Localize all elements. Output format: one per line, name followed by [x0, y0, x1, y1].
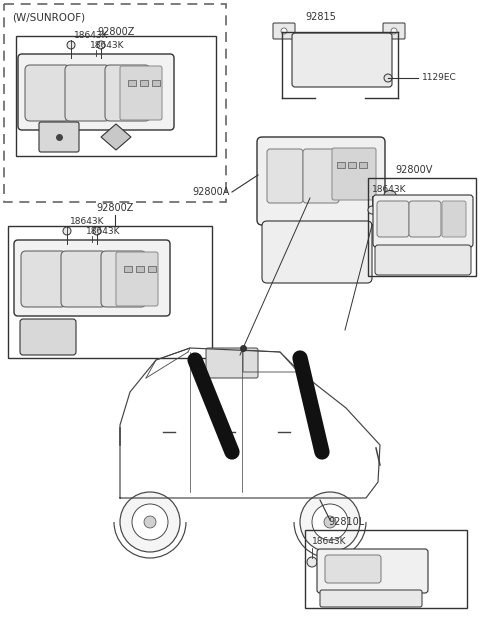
Circle shape: [368, 206, 376, 214]
Circle shape: [120, 492, 180, 552]
Bar: [4, 4, 226, 202]
FancyBboxPatch shape: [101, 251, 146, 307]
FancyBboxPatch shape: [25, 65, 70, 121]
Bar: [368, 178, 476, 276]
FancyBboxPatch shape: [116, 252, 158, 306]
Text: 18643K: 18643K: [90, 41, 124, 51]
FancyBboxPatch shape: [65, 65, 110, 121]
Bar: [8, 226, 212, 358]
FancyBboxPatch shape: [375, 245, 471, 275]
Bar: [128, 80, 136, 86]
FancyBboxPatch shape: [320, 590, 422, 607]
FancyBboxPatch shape: [20, 319, 76, 355]
Text: 92800Z: 92800Z: [96, 203, 134, 213]
FancyBboxPatch shape: [267, 149, 303, 203]
Bar: [124, 266, 132, 272]
Bar: [136, 266, 144, 272]
Circle shape: [324, 516, 336, 528]
FancyBboxPatch shape: [21, 251, 66, 307]
Circle shape: [391, 28, 397, 34]
FancyBboxPatch shape: [39, 122, 79, 152]
Bar: [348, 162, 356, 168]
FancyBboxPatch shape: [383, 23, 405, 39]
Circle shape: [144, 516, 156, 528]
FancyBboxPatch shape: [377, 201, 409, 237]
FancyBboxPatch shape: [120, 66, 162, 120]
Text: 18643K: 18643K: [372, 186, 407, 194]
FancyBboxPatch shape: [303, 149, 339, 203]
Circle shape: [312, 504, 348, 540]
FancyBboxPatch shape: [373, 195, 473, 247]
FancyBboxPatch shape: [206, 348, 258, 378]
Text: (W/SUNROOF): (W/SUNROOF): [12, 12, 85, 22]
Text: 18643K: 18643K: [86, 228, 120, 236]
Circle shape: [97, 41, 105, 49]
FancyBboxPatch shape: [262, 221, 372, 283]
Text: 1129EC: 1129EC: [422, 73, 457, 83]
Bar: [359, 162, 367, 168]
FancyBboxPatch shape: [332, 148, 376, 200]
Bar: [140, 80, 148, 86]
Bar: [337, 162, 345, 168]
Text: 92810L: 92810L: [328, 517, 364, 527]
Circle shape: [300, 492, 360, 552]
Circle shape: [93, 227, 101, 235]
Circle shape: [63, 227, 71, 235]
Circle shape: [281, 28, 287, 34]
Bar: [148, 266, 156, 272]
FancyBboxPatch shape: [61, 251, 106, 307]
Circle shape: [67, 41, 75, 49]
FancyBboxPatch shape: [292, 33, 392, 87]
FancyBboxPatch shape: [317, 549, 428, 593]
FancyBboxPatch shape: [273, 23, 295, 39]
Bar: [152, 80, 160, 86]
Text: 18643K: 18643K: [74, 31, 108, 41]
Bar: [305, 530, 467, 608]
Polygon shape: [101, 124, 131, 150]
Bar: [16, 36, 216, 156]
Circle shape: [384, 74, 392, 82]
FancyBboxPatch shape: [14, 240, 170, 316]
Circle shape: [307, 557, 317, 567]
Text: 92800Z: 92800Z: [97, 27, 135, 37]
Text: 92800V: 92800V: [395, 165, 432, 175]
Ellipse shape: [384, 191, 396, 199]
FancyBboxPatch shape: [18, 54, 174, 130]
FancyBboxPatch shape: [325, 555, 381, 583]
Text: 18643K: 18643K: [312, 537, 347, 547]
Text: 18643K: 18643K: [70, 218, 105, 226]
FancyBboxPatch shape: [105, 65, 150, 121]
Text: 92815: 92815: [305, 12, 336, 22]
FancyBboxPatch shape: [257, 137, 385, 225]
FancyBboxPatch shape: [409, 201, 441, 237]
Circle shape: [132, 504, 168, 540]
FancyBboxPatch shape: [442, 201, 466, 237]
Text: 92800A: 92800A: [192, 187, 230, 197]
